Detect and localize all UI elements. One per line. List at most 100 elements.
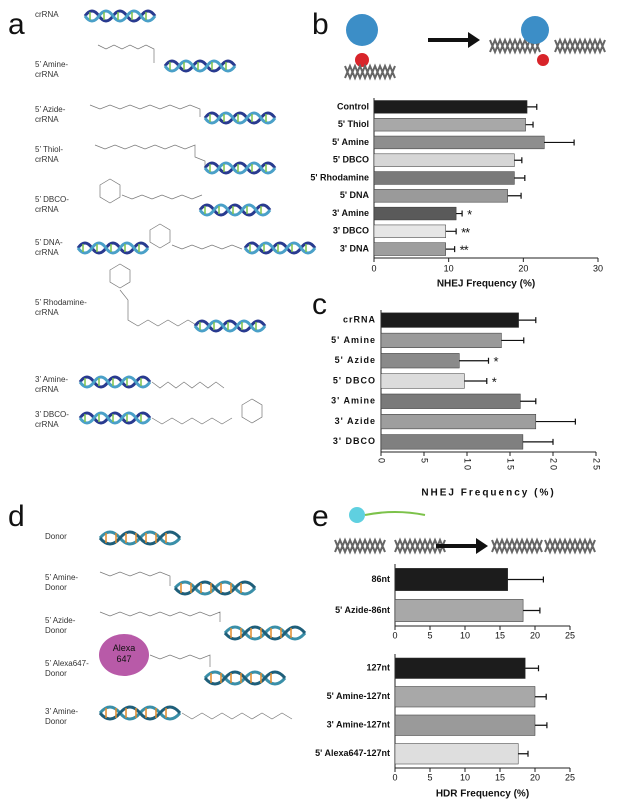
category-label: 5' Amine-127nt [327, 691, 390, 701]
bar [394, 714, 536, 736]
x-tick-label: 10 [460, 630, 470, 640]
category-label: 5' DBCO [333, 375, 376, 385]
error-bar [544, 139, 575, 146]
structure-label: 5’ DNA-crRNA [35, 238, 63, 257]
helix [76, 241, 150, 255]
linker [89, 104, 201, 117]
dye [537, 54, 549, 66]
category-label: crRNA [343, 315, 376, 325]
category-label: 3' DNA [340, 243, 370, 253]
x-axis-label: NHEJ Frequency (%) [421, 488, 555, 499]
category-label: 3' Amine-127nt [327, 720, 390, 730]
donor [223, 625, 307, 641]
donor [98, 705, 182, 721]
error-bar [535, 693, 547, 700]
error-bar [514, 157, 523, 164]
error-bar [464, 378, 488, 384]
cas9 [521, 16, 549, 44]
x-tick-label: 15 [506, 458, 516, 472]
error-bar [501, 337, 525, 344]
panel-letter: e [312, 500, 329, 533]
donor [364, 511, 426, 516]
error-bar [518, 750, 529, 757]
x-tick-label: 20 [530, 630, 540, 640]
x-tick-label: 0 [392, 772, 397, 782]
panel-letter: c [312, 288, 327, 321]
bar [373, 135, 545, 150]
significance: * [494, 354, 499, 369]
x-tick-label: 20 [518, 263, 528, 273]
x-tick-label: 30 [593, 263, 603, 273]
error-bar [507, 192, 522, 199]
linker [99, 571, 171, 586]
significance: * [492, 374, 497, 389]
linker [149, 654, 211, 667]
error-bar [535, 722, 548, 729]
arrow-head [476, 538, 488, 554]
error-bar [445, 228, 457, 235]
bar [373, 153, 515, 167]
dna [334, 539, 386, 553]
error-bar [523, 607, 541, 614]
category-label: 3' Azide [335, 416, 376, 426]
error-bar [518, 317, 537, 324]
error-bar [514, 175, 526, 181]
donor [98, 530, 182, 546]
bar [394, 568, 508, 591]
error-bar [525, 121, 534, 128]
helix [163, 59, 237, 73]
bar [394, 686, 536, 708]
dye-ellipse [99, 634, 149, 676]
donor [173, 580, 257, 596]
x-tick-label: 20 [549, 458, 559, 472]
error-bar [507, 576, 544, 583]
cas9 [346, 14, 378, 46]
x-tick-label: 0 [377, 458, 387, 465]
x-tick-label: 5 [427, 772, 432, 782]
x-tick-label: 15 [495, 772, 505, 782]
structure-label: 5’ Azide-crRNA [35, 105, 66, 124]
bar [373, 118, 526, 132]
structure-label: 3’ Amine-crRNA [35, 375, 68, 394]
bar [373, 242, 446, 256]
helix [198, 203, 272, 217]
structure-label: 5’ Azide-Donor [45, 616, 76, 635]
helix [78, 411, 152, 425]
helix [203, 161, 277, 175]
panel-letter: d [8, 500, 25, 533]
dna [554, 39, 606, 53]
bar [394, 743, 519, 765]
category-label: 3' DBCO [333, 226, 369, 236]
error-bar [535, 418, 576, 425]
category-label: 3' Amine [331, 396, 376, 406]
panel-letter: a [8, 8, 25, 41]
x-tick-label: 25 [592, 458, 602, 472]
error-bar [459, 357, 490, 364]
x-tick-label: 5 [420, 458, 430, 465]
linker [149, 223, 243, 250]
error-bar [456, 210, 463, 217]
structure-label: crRNA [35, 10, 59, 19]
error-bar [520, 398, 537, 405]
linker [181, 712, 293, 720]
panel-letter: b [312, 8, 329, 41]
x-axis-label: NHEJ Frequency (%) [437, 279, 535, 290]
structure-label: Donor [45, 532, 67, 541]
bar [373, 224, 446, 238]
helix [203, 111, 277, 125]
bar [380, 373, 465, 389]
structure-label: 5’ Thiol-crRNA [35, 145, 63, 164]
category-label: 5' DBCO [333, 155, 369, 165]
linker [99, 611, 221, 622]
category-label: 5' Amine [331, 335, 376, 345]
bar [380, 434, 524, 450]
structure-label: 5’ Amine-Donor [45, 573, 78, 592]
significance: ** [460, 243, 469, 258]
linker [109, 263, 199, 327]
error-bar [522, 438, 554, 445]
helix [193, 319, 267, 333]
bar [394, 657, 526, 679]
linker [151, 381, 225, 389]
helix [243, 241, 317, 255]
